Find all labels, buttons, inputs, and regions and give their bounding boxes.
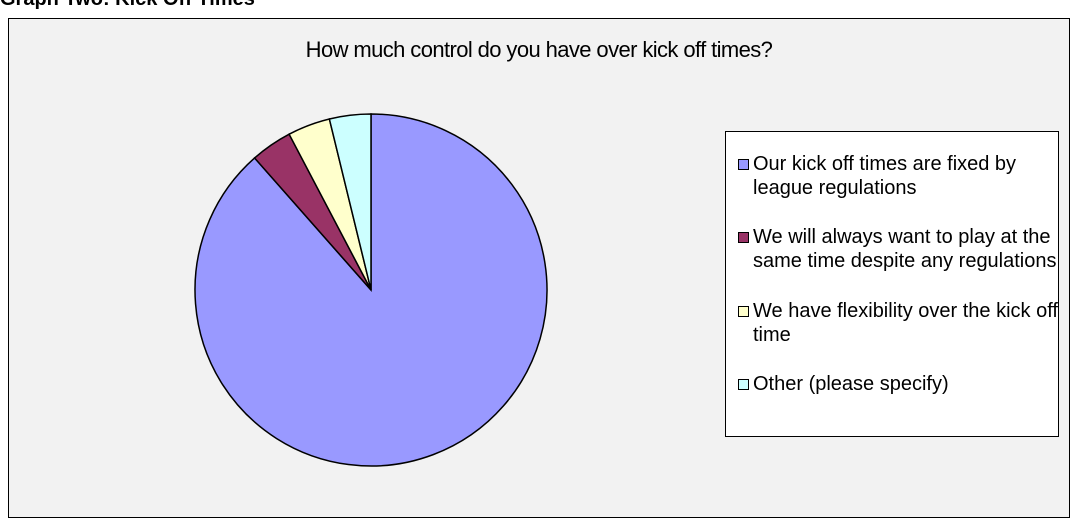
legend-item: We will always want to play at the same … [738,225,1058,273]
pie-slice [328,113,372,291]
legend-label: Other (please specify) [753,373,949,395]
legend-item: Other (please specify) [738,372,1058,396]
chart-title: How much control do you have over kick o… [305,37,773,62]
figure-caption: Graph Two: Kick Off Times [0,0,255,11]
legend-swatch [738,379,749,390]
legend-swatch [738,306,749,317]
legend-label: We will always want to play at the same … [753,226,1057,272]
legend-swatch [738,159,749,170]
legend-item: We have flexibility over the kick off ti… [738,299,1058,347]
legend: Our kick off times are fixed by league r… [725,131,1059,437]
legend-swatch [738,232,749,243]
legend-item: Our kick off times are fixed by league r… [738,152,1058,200]
chart-area: How much control do you have over kick o… [8,18,1070,518]
pie-chart [194,113,548,467]
legend-label: Our kick off times are fixed by league r… [753,153,1017,199]
legend-label: We have flexibility over the kick off ti… [753,300,1058,346]
